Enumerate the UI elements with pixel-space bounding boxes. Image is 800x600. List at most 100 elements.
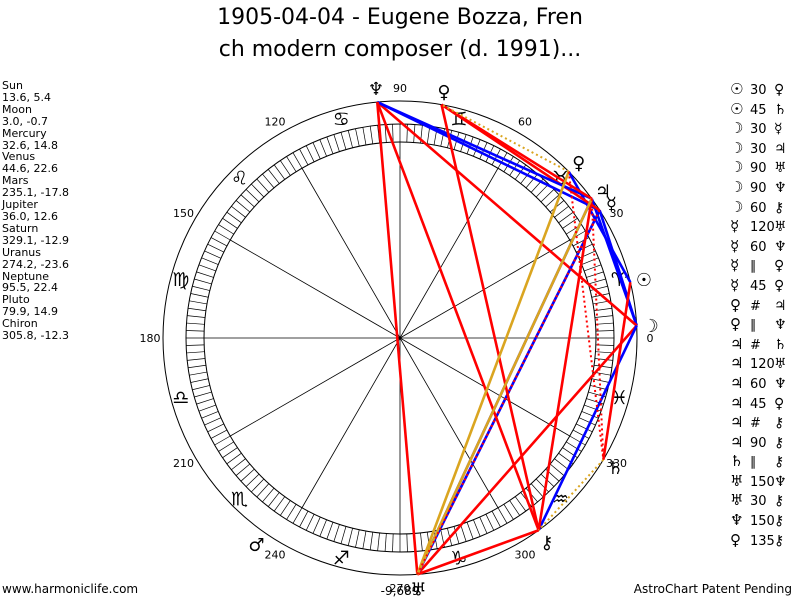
- aspect-first-body-icon: ♀: [730, 530, 741, 549]
- aspect-line-venus-uranus: [416, 171, 570, 575]
- aspect-row: ♀ ∥ ♆: [730, 315, 790, 335]
- degree-label: 30: [610, 207, 624, 220]
- aspect-angle: 90: [750, 435, 767, 451]
- planet-coords: 235.1, -17.8: [2, 186, 69, 200]
- aspect-first-body-icon: ☽: [730, 119, 744, 138]
- footer-patent-note: AstroChart Patent Pending: [633, 582, 792, 596]
- pluto-icon: ♀: [437, 82, 450, 103]
- aspect-angle: 150: [750, 514, 775, 530]
- aspect-second-body-icon: ⚷: [774, 513, 785, 530]
- planet-name: Jupiter: [2, 198, 38, 212]
- aspect-line-pluto-chiron: [440, 104, 540, 531]
- aspect-row: ♆ 150⚷: [730, 511, 790, 531]
- aspect-first-body-icon: ♀: [730, 295, 741, 314]
- aspect-second-body-icon: ♅: [774, 356, 787, 373]
- planet-coords: 44.6, 22.6: [2, 162, 58, 176]
- aspect-first-body-icon: ♃: [730, 432, 744, 451]
- aspect-row: ♃ 120♅: [730, 354, 790, 374]
- aspect-second-body-icon: ♆: [774, 473, 787, 490]
- aspect-row: ♃ 90 ⚷: [730, 433, 790, 453]
- cancer-icon: ♋: [333, 109, 350, 131]
- aspect-row: ♃ 45 ♀: [730, 394, 790, 414]
- moon-icon: ☽: [643, 316, 659, 337]
- planet-position-list: Sun 13.6, 5.4 Moon 3.0, -0.7 Mercury 32.6, 14…: [2, 80, 69, 342]
- aspect-second-body-icon: ♀: [774, 82, 785, 98]
- aspect-angle: 90: [750, 180, 767, 196]
- aspect-first-body-icon: ♆: [730, 511, 744, 530]
- neptune-icon: ♆: [368, 79, 384, 100]
- aspect-second-body-icon: ♃: [774, 297, 787, 314]
- aspect-row: ♃ 60 ♆: [730, 374, 790, 394]
- aspect-row: ☽ 30 ♃: [730, 139, 790, 159]
- aspect-second-body-icon: ♆: [774, 317, 787, 334]
- aspect-angle: 60: [750, 239, 767, 255]
- planet-name: Uranus: [2, 245, 41, 259]
- degree-label: 240: [265, 549, 286, 562]
- aspect-second-body-icon: ♄: [774, 101, 787, 118]
- aspect-first-body-icon: ♃: [730, 354, 744, 373]
- planet-coords: 305.8, -12.3: [2, 329, 69, 343]
- aspect-angle: 90: [750, 161, 767, 177]
- aspect-row: ♄ ∥ ⚷: [730, 452, 790, 472]
- aspect-first-body-icon: ♃: [730, 393, 744, 412]
- degree-label: 210: [173, 457, 194, 470]
- aspect-first-body-icon: ♃: [730, 413, 744, 432]
- aspect-line-jupiter-chiron: [537, 198, 594, 531]
- aspect-second-body-icon: ♄: [774, 336, 787, 353]
- virgo-icon: ♍: [172, 269, 189, 291]
- outer-ring: [162, 100, 638, 576]
- aspect-row: ☽ 90 ♅: [730, 158, 790, 178]
- aspect-row: ♅ 30 ⚷: [730, 491, 790, 511]
- degree-label: 120: [265, 115, 286, 128]
- aspect-angle: #: [750, 416, 761, 432]
- planet-name: Neptune: [2, 269, 50, 283]
- mars-icon: ♂: [248, 535, 264, 556]
- aspect-angle: 30: [750, 83, 767, 98]
- aspect-first-body-icon: ☽: [730, 197, 744, 216]
- aspect-angle: 30: [750, 141, 767, 157]
- aspect-row: ☿ 60 ♆: [730, 237, 790, 257]
- aspect-angle: 45: [750, 396, 767, 412]
- aspect-second-body-icon: ♀: [774, 277, 785, 294]
- aspect-line-mercury-uranus: [416, 209, 601, 575]
- aspect-second-body-icon: ♅: [774, 160, 787, 177]
- aspect-second-body-icon: ⚷: [774, 532, 785, 549]
- aspect-line-venus-pluto: [441, 103, 570, 173]
- house-spokes: [204, 142, 596, 534]
- aspect-angle: 30: [750, 122, 767, 138]
- planet-glyphs: ☉ ☽ ☿ ♀ ♂ ♃ ♄ ♅ ♆ ♀ ⚷: [248, 79, 658, 600]
- aspect-first-body-icon: ♃: [730, 334, 744, 353]
- aspect-row: ☉ 30 ♀: [730, 80, 790, 100]
- planet-coords: 13.6, 5.4: [2, 90, 51, 104]
- uranus-icon: ♅: [410, 579, 426, 600]
- aspect-first-body-icon: ♅: [730, 471, 744, 490]
- aspect-first-body-icon: ♀: [730, 315, 741, 334]
- aspect-angle: 150: [750, 474, 775, 490]
- footer-website[interactable]: www.harmoniclife.com: [2, 582, 139, 596]
- aspect-second-body-icon: ⚷: [774, 199, 785, 216]
- aspect-second-body-icon: ♀: [774, 395, 785, 412]
- planet-name: Chiron: [2, 317, 38, 331]
- degree-label: 300: [515, 549, 536, 562]
- aspect-line-moon-chiron: [537, 325, 638, 531]
- planet-coords: 32.6, 14.8: [2, 138, 58, 152]
- aspect-angle: 60: [750, 376, 767, 392]
- aspect-first-body-icon: ☽: [730, 158, 744, 177]
- mercury-icon: ☿: [606, 194, 617, 215]
- aspect-row: ♀ # ♃: [730, 296, 790, 316]
- aspect-angle: #: [750, 298, 761, 314]
- aspect-row: ♃ # ⚷: [730, 413, 790, 433]
- saturn-icon: ♄: [607, 458, 623, 479]
- sagittarius-icon: ♐: [333, 547, 350, 569]
- planet-name: Pluto: [2, 293, 30, 307]
- aspect-row: ♃ # ♄: [730, 335, 790, 355]
- libra-icon: ♎: [172, 387, 189, 409]
- aspect-line-neptune-chiron: [376, 101, 540, 531]
- sun-icon: ☉: [636, 270, 652, 291]
- aspect-angle: 30: [750, 494, 767, 510]
- aspect-line-jupiter-neptune: [376, 100, 593, 200]
- planet-name: Sun: [2, 79, 23, 92]
- aspect-first-body-icon: ☉: [730, 99, 744, 118]
- degree-label: 180: [140, 332, 161, 345]
- aspect-row: ☉ 45 ♄: [730, 100, 790, 120]
